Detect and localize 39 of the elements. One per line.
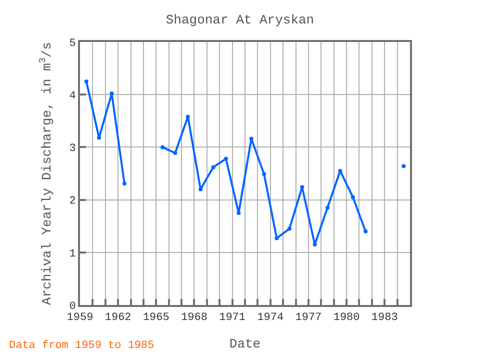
y-tick-label: 2: [69, 196, 76, 208]
point: [300, 185, 304, 190]
y-tick-label: 1: [69, 248, 76, 260]
x-tick-label: 1959: [66, 312, 94, 324]
point: [326, 206, 330, 210]
x-tick-label: 1974: [257, 312, 284, 324]
point: [262, 172, 266, 176]
point: [287, 226, 292, 231]
point: [97, 136, 102, 140]
point: [122, 181, 126, 186]
y-tick-label: 5: [69, 38, 76, 50]
y-tick-label: 0: [69, 300, 76, 313]
y-tick-label: 4: [69, 90, 76, 102]
chart-title: Shagonar At Aryskan: [166, 12, 314, 28]
x-tick-label: 1962: [104, 312, 132, 324]
point: [173, 150, 178, 155]
point: [186, 114, 190, 119]
x-tick-label: 1971: [219, 312, 246, 324]
point: [338, 168, 342, 173]
point: [84, 79, 88, 84]
point: [350, 195, 355, 200]
point: [198, 187, 203, 192]
x-tick-label: 1977: [295, 312, 322, 324]
point: [274, 236, 279, 240]
text: Data from 1959 to 1985: [9, 340, 154, 352]
point: [236, 210, 241, 215]
point: [110, 92, 114, 96]
x-tick-label: 1980: [333, 312, 360, 324]
point: [211, 165, 216, 170]
x-axis-title: Date: [229, 336, 261, 352]
x-tick-label: 1983: [371, 312, 398, 324]
point: [249, 136, 254, 141]
point: [160, 145, 164, 150]
y-tick-label: 3: [69, 143, 76, 156]
point: [364, 229, 368, 234]
point: [224, 156, 228, 161]
x-tick-label: 1968: [181, 312, 208, 324]
point: [312, 242, 317, 247]
x-tick-label: 1965: [142, 312, 170, 324]
